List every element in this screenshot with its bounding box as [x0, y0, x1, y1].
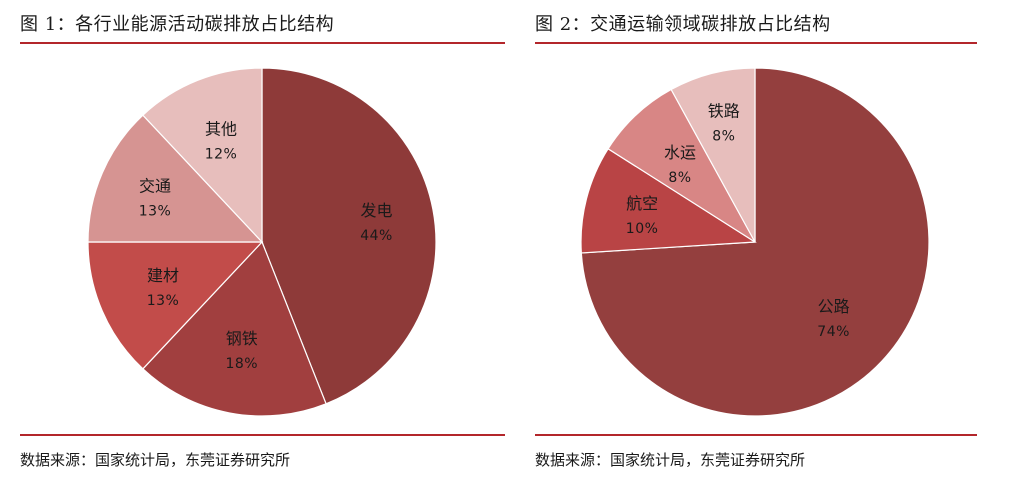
pie-slice-发电 [261, 67, 437, 405]
slice-percent-label: 74% [817, 324, 850, 340]
source-divider [535, 434, 977, 436]
source-divider [20, 434, 505, 436]
title-divider [535, 42, 977, 44]
chart-panel-transport: 图 2：交通运输领域碳排放占比结构 公路 74% 航空 10% 水运 8% 铁路 8% 数据来… [535, 0, 977, 498]
slice-percent-label: 8% [712, 129, 735, 145]
slice-label: 水运 [664, 143, 696, 162]
slice-label: 航空 [626, 194, 658, 213]
slice-label: 发电 [360, 201, 392, 220]
slice-percent-label: 18% [225, 356, 258, 372]
pie-slice-交通 [87, 114, 264, 243]
slice-label: 钢铁 [226, 329, 258, 348]
slice-label: 铁路 [708, 102, 740, 121]
slice-label: 公路 [818, 297, 850, 316]
slice-percent-label: 12% [205, 147, 238, 163]
chart-title: 图 2：交通运输领域碳排放占比结构 [535, 14, 831, 35]
pie-chart-industry: 发电 44% 钢铁 18% 建材 13% 交通 13% 其他 12% [87, 67, 437, 417]
pie-slice-航空 [580, 147, 757, 254]
slice-label: 交通 [139, 177, 171, 196]
data-source: 数据来源：国家统计局，东莞证券研究所 [20, 451, 291, 469]
slice-percent-label: 13% [139, 204, 172, 220]
chart-title: 图 1：各行业能源活动碳排放占比结构 [20, 14, 335, 35]
pie-chart-transport: 公路 74% 航空 10% 水运 8% 铁路 8% [580, 67, 930, 417]
slice-percent-label: 44% [360, 228, 393, 244]
slice-percent-label: 8% [668, 170, 691, 186]
data-source: 数据来源：国家统计局，东莞证券研究所 [535, 451, 806, 469]
pie-slice-建材 [87, 241, 264, 370]
chart-panel-industry: 图 1：各行业能源活动碳排放占比结构 发电 44% 钢铁 18% 建材 13% 交通 13% 其… [20, 0, 505, 498]
slice-label: 建材 [147, 266, 179, 285]
pie-slice-其他 [142, 67, 263, 244]
pie-slice-钢铁 [142, 240, 327, 417]
slice-label: 其他 [205, 120, 237, 139]
slice-percent-label: 13% [147, 293, 180, 309]
slice-percent-label: 10% [626, 221, 659, 237]
pie-slice-铁路 [670, 67, 756, 243]
title-divider [20, 42, 505, 44]
